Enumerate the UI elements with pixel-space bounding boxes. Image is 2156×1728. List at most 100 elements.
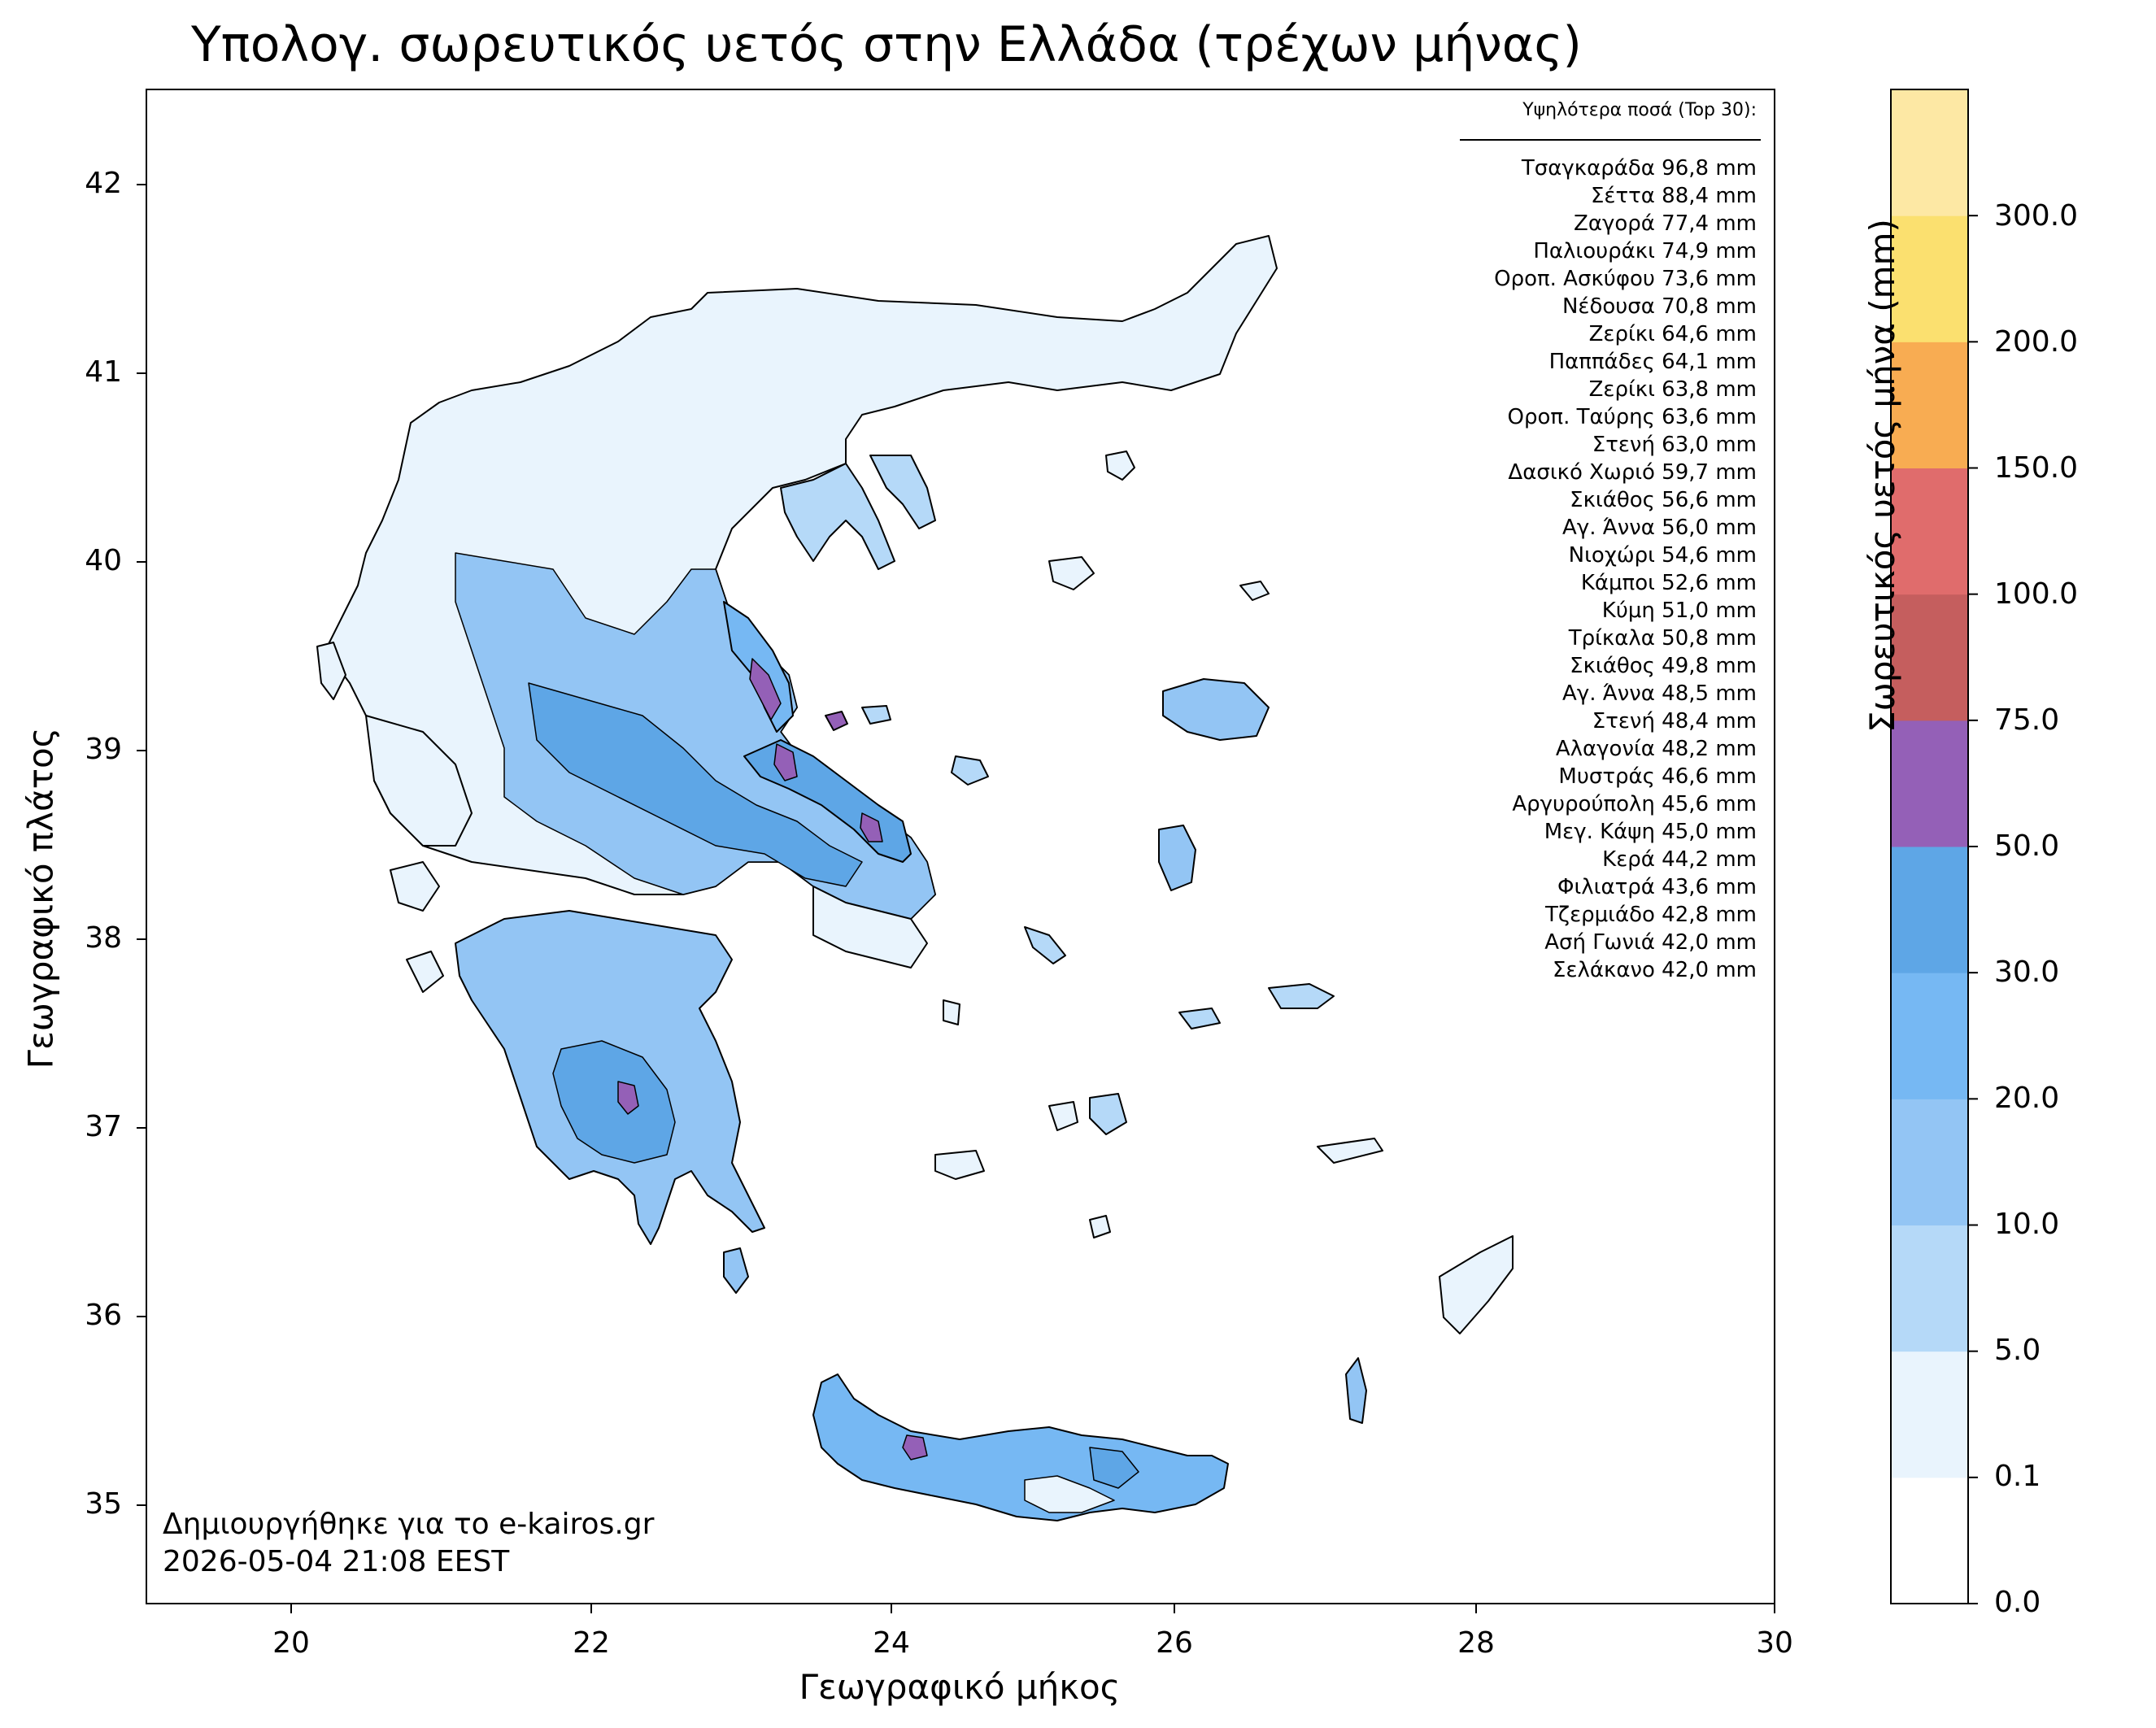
top-list-item: Σκιάθος 49,8 mm bbox=[1570, 654, 1757, 678]
chios bbox=[1158, 825, 1196, 891]
zakynthos bbox=[406, 951, 444, 993]
milos bbox=[934, 1150, 985, 1180]
y-axis-label: Γεωγραφικό πλάτος bbox=[20, 727, 61, 1069]
ikaria bbox=[1178, 1008, 1221, 1029]
sporades bbox=[825, 711, 848, 731]
karpathos bbox=[1345, 1357, 1367, 1424]
top-list-item: Οροπ. Ασκύφου 73,6 mm bbox=[1494, 267, 1757, 291]
y-axis-ticks bbox=[137, 184, 146, 1506]
colorbar-tick-label: 200.0 bbox=[1994, 325, 2079, 359]
top-list-item: Νιοχώρι 54,6 mm bbox=[1568, 543, 1757, 568]
top-list: Τσαγκαράδα 96,8 mm Σέττα 88,4 mm Ζαγορά 77… bbox=[1431, 155, 1757, 984]
colorbar-tick-label: 75.0 bbox=[1994, 703, 2060, 737]
western-greece bbox=[365, 715, 473, 847]
kefalonia bbox=[390, 861, 440, 912]
corfu bbox=[316, 642, 346, 700]
credit-timestamp: 2026-05-04 21:08 EEST bbox=[163, 1545, 510, 1578]
top-list-item: Δασικό Χωριό 59,7 mm bbox=[1508, 460, 1757, 485]
top-list-item: Ζερίκι 63,8 mm bbox=[1588, 377, 1757, 402]
colorbar-segment bbox=[1891, 973, 1968, 1099]
taygetos-peak bbox=[617, 1081, 639, 1115]
top-list-header: Υψηλότερα ποσά (Top 30): bbox=[1522, 100, 1757, 120]
colorbar-tick-label: 0.1 bbox=[1994, 1460, 2041, 1493]
central-heavy-band bbox=[528, 682, 863, 887]
evia-peak bbox=[773, 743, 798, 781]
top-list-item: Μυστράς 46,6 mm bbox=[1558, 764, 1757, 789]
colorbar-segment bbox=[1891, 1351, 1968, 1478]
santorini bbox=[1089, 1215, 1111, 1238]
chalkidiki-east bbox=[869, 455, 936, 529]
top-list-item: Αργυρούπολη 45,6 mm bbox=[1512, 792, 1757, 816]
andros bbox=[1024, 926, 1066, 964]
colorbar-segment bbox=[1891, 1099, 1968, 1225]
colorbar-tick-label: 50.0 bbox=[1994, 829, 2060, 863]
top-list-item: Τζερμιάδο 42,8 mm bbox=[1545, 903, 1757, 927]
top-list-item: Σέττα 88,4 mm bbox=[1590, 184, 1757, 208]
crete-peak bbox=[902, 1434, 928, 1460]
evia-south-peak bbox=[860, 812, 883, 842]
kea bbox=[943, 999, 960, 1025]
top-list-item: Κύμη 51,0 mm bbox=[1601, 598, 1757, 623]
top-list-item: Σελάκανο 42,0 mm bbox=[1553, 958, 1757, 982]
pelion-peak bbox=[749, 658, 782, 720]
samos bbox=[1268, 983, 1335, 1009]
top-list-item: Τρίκαλα 50,8 mm bbox=[1568, 626, 1757, 651]
y-tick-label: 37 bbox=[85, 1110, 122, 1143]
colorbar-segment bbox=[1891, 594, 1968, 721]
colorbar-segment bbox=[1891, 468, 1968, 595]
top-list-item: Οροπ. Ταύρης 63,6 mm bbox=[1507, 405, 1757, 429]
top-list-item: Ασή Γωνιά 42,0 mm bbox=[1544, 930, 1757, 955]
colorbar-tick-label: 30.0 bbox=[1994, 955, 2060, 989]
colorbar-segment bbox=[1891, 1225, 1968, 1352]
rhodes bbox=[1439, 1235, 1514, 1334]
sporades-2 bbox=[861, 705, 891, 725]
y-tick-label: 35 bbox=[85, 1487, 122, 1521]
lesvos bbox=[1162, 678, 1270, 741]
top-list-item: Αγ. Άννα 48,5 mm bbox=[1562, 681, 1757, 706]
top-list-item: Φιλιατρά 43,6 mm bbox=[1557, 875, 1757, 899]
y-tick-label: 39 bbox=[85, 733, 122, 766]
colorbar-tick-label: 100.0 bbox=[1994, 577, 2079, 611]
top-list-item: Αγ. Άννα 56,0 mm bbox=[1562, 516, 1757, 540]
colorbar-segment bbox=[1891, 1477, 1968, 1604]
colorbar-tick-label: 150.0 bbox=[1994, 451, 2079, 485]
top-list-item: Αλαγονία 48,2 mm bbox=[1555, 737, 1757, 761]
colorbar-label: Σωρευτικός υετός μήνα (mm) bbox=[1862, 219, 1902, 733]
samothraki bbox=[1239, 581, 1270, 601]
y-tick-label: 40 bbox=[85, 544, 122, 577]
paros bbox=[1048, 1101, 1078, 1131]
colorbar-tick-label: 10.0 bbox=[1994, 1208, 2060, 1241]
greece-map bbox=[316, 235, 1514, 1521]
naxos bbox=[1089, 1093, 1127, 1135]
colorbar-segment bbox=[1891, 89, 1968, 216]
chalkidiki bbox=[780, 463, 895, 570]
limnos bbox=[1048, 556, 1095, 590]
top-list-item: Ζερίκι 64,6 mm bbox=[1588, 322, 1757, 346]
top-list-item: Κερά 44,2 mm bbox=[1602, 847, 1757, 872]
top-list-item: Νέδουσα 70,8 mm bbox=[1561, 294, 1757, 319]
top-list-item: Στενή 48,4 mm bbox=[1592, 709, 1757, 733]
attica bbox=[812, 886, 928, 968]
y-tick-label: 38 bbox=[85, 921, 122, 955]
x-tick-label: 22 bbox=[573, 1626, 610, 1660]
top-list-item: Στενή 63,0 mm bbox=[1592, 433, 1757, 457]
colorbar-tick-label: 20.0 bbox=[1994, 1082, 2060, 1115]
top-list-item: Ζαγορά 77,4 mm bbox=[1574, 211, 1757, 236]
x-axis-ticks bbox=[290, 1604, 1775, 1613]
kos bbox=[1317, 1138, 1383, 1164]
central-rain-band bbox=[455, 552, 936, 920]
x-tick-label: 20 bbox=[272, 1626, 310, 1660]
credit-line: Δημιουργήθηκε για το e-kairos.gr bbox=[163, 1508, 655, 1541]
thasos bbox=[1105, 450, 1135, 481]
top-list-item: Μεγ. Κάψη 45,0 mm bbox=[1544, 820, 1757, 844]
colorbar-segment bbox=[1891, 847, 1968, 973]
colorbar-segment bbox=[1891, 215, 1968, 342]
map-title: Υπολογ. σωρευτικός υετός στην Ελλάδα (τρ… bbox=[191, 16, 1582, 73]
cythera bbox=[723, 1247, 749, 1294]
crete bbox=[812, 1373, 1229, 1521]
y-tick-label: 36 bbox=[85, 1299, 122, 1332]
top-list-item: Τσαγκαράδα 96,8 mm bbox=[1521, 156, 1757, 181]
credit: Δημιουργήθηκε για το e-kairos.gr 2026-05… bbox=[163, 1506, 654, 1581]
x-tick-label: 30 bbox=[1756, 1626, 1793, 1660]
